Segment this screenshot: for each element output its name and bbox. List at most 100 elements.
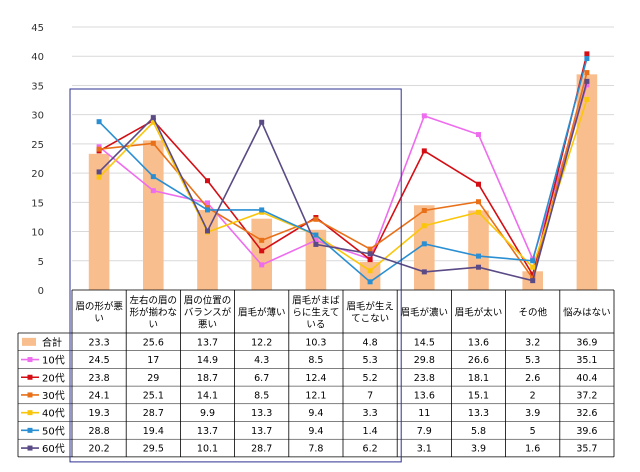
legend-marker [27, 445, 33, 451]
y-tick-label: 5 [38, 257, 44, 268]
data-label: 13.6 [468, 337, 489, 348]
data-label: 28.7 [143, 408, 164, 419]
data-label: 20.2 [89, 444, 110, 455]
data-point [421, 113, 427, 119]
data-label: 15.1 [468, 390, 489, 401]
data-label: 29.8 [414, 355, 435, 366]
category-label: バランスが [184, 307, 232, 319]
data-label: 5.2 [363, 373, 378, 384]
data-point [150, 188, 156, 194]
data-point [584, 56, 590, 62]
category-label: 左右の眉の [130, 295, 178, 307]
category-label: 悩みはない [563, 307, 611, 319]
category-label: 眉毛がまば [292, 295, 340, 307]
data-point [313, 241, 319, 247]
data-label: 35.7 [576, 444, 597, 455]
data-point [313, 232, 319, 238]
data-point [259, 119, 265, 125]
data-label: 12.2 [251, 337, 272, 348]
data-point [476, 264, 481, 270]
data-label: 25.1 [143, 390, 164, 401]
data-point [367, 251, 373, 257]
data-point [150, 119, 156, 125]
legend-marker [27, 427, 33, 433]
data-label: 3.9 [525, 408, 540, 419]
y-axis: 0 5 10 15 20 25 30 35 40 45 [31, 23, 44, 297]
data-point [476, 199, 481, 205]
legend-marker [27, 357, 33, 363]
data-label: 6.2 [363, 444, 378, 455]
data-label: 5.3 [363, 355, 378, 366]
data-label: 9.4 [308, 408, 323, 419]
data-label: 7.9 [417, 426, 432, 437]
series-line [98, 53, 588, 277]
data-point [150, 140, 156, 146]
bar [251, 218, 272, 290]
data-label: 24.1 [89, 390, 110, 401]
data-label: 3.1 [417, 444, 432, 455]
category-label: 眉毛が濃い [401, 307, 449, 319]
data-label: 14.5 [414, 337, 435, 348]
data-point [259, 248, 265, 254]
data-point [421, 223, 427, 229]
data-label: 32.6 [576, 408, 597, 419]
data-label: 13.7 [197, 337, 218, 348]
data-label: 29 [147, 373, 159, 384]
data-point [367, 257, 373, 263]
legend-label: 40代 [42, 408, 65, 420]
data-label: 7.8 [308, 444, 323, 455]
data-point [367, 246, 373, 252]
category-label: てこない [351, 314, 389, 325]
data-label: 19.3 [89, 408, 110, 419]
line-series [96, 51, 590, 285]
data-point [313, 237, 319, 243]
data-point [421, 148, 427, 154]
data-point [476, 253, 481, 259]
data-label: 14.1 [197, 390, 218, 401]
bar [359, 261, 381, 290]
data-label: 13.6 [414, 390, 435, 401]
data-point [476, 132, 481, 138]
data-label: 9.4 [308, 426, 323, 437]
category-label: その他 [518, 307, 547, 319]
data-point [421, 241, 427, 247]
category-label: 眉の位置の [184, 295, 232, 307]
y-tick-label: 20 [31, 169, 44, 180]
bar [143, 140, 164, 290]
data-label: 39.6 [576, 426, 597, 437]
legend-label: 10代 [42, 355, 65, 367]
data-label: 18.1 [468, 373, 489, 384]
data-point [205, 207, 210, 213]
data-point [205, 200, 210, 206]
series-line [98, 81, 588, 282]
data-point [584, 96, 590, 102]
data-label: 4.8 [363, 337, 378, 348]
data-label: 5.3 [525, 355, 540, 366]
legend-label: 60代 [42, 443, 65, 455]
data-label: 13.7 [197, 426, 218, 437]
category-label: い [149, 320, 159, 331]
data-point [476, 209, 481, 215]
data-label: 3.2 [525, 337, 540, 348]
data-point [584, 78, 590, 84]
category-label: 悪い [198, 320, 217, 331]
y-tick-label: 10 [31, 228, 44, 239]
data-point [205, 178, 210, 184]
data-label: 25.6 [143, 337, 164, 348]
legend-label: 50代 [42, 425, 65, 437]
data-point [96, 174, 102, 180]
legend-label: 30代 [42, 390, 65, 402]
legend-marker [27, 410, 33, 416]
bar [576, 74, 598, 290]
data-label: 7 [367, 390, 373, 401]
data-label: 23.3 [89, 337, 110, 348]
data-label: 24.5 [89, 355, 110, 366]
y-tick-label: 40 [31, 52, 44, 63]
data-point [259, 207, 265, 213]
data-point [530, 258, 536, 264]
y-tick-label: 0 [38, 286, 44, 297]
data-label: 13.3 [251, 408, 272, 419]
legend-swatch [22, 337, 36, 346]
data-point [259, 262, 265, 268]
